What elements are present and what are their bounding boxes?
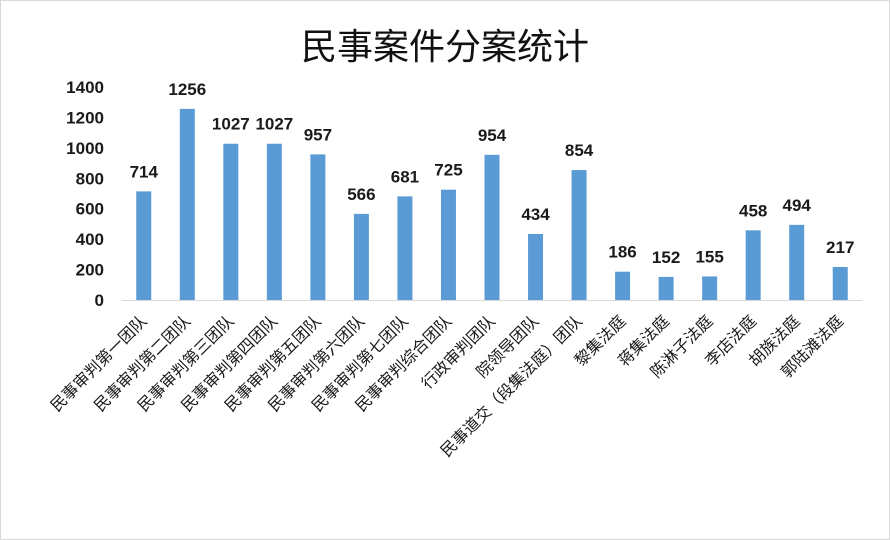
y-tick-label: 800 — [76, 169, 104, 188]
data-label: 1027 — [212, 115, 250, 134]
y-tick-label: 400 — [76, 230, 104, 249]
bar — [397, 196, 413, 300]
bar — [658, 276, 674, 300]
data-label: 155 — [695, 247, 723, 266]
data-label: 681 — [391, 167, 419, 186]
bar — [440, 189, 456, 300]
data-label: 1027 — [255, 115, 293, 134]
bar — [745, 230, 761, 300]
data-label: 152 — [652, 248, 680, 267]
data-label: 1256 — [168, 80, 206, 99]
bar — [484, 154, 500, 300]
data-label: 566 — [347, 185, 375, 204]
bar — [136, 191, 152, 300]
data-label: 186 — [608, 243, 636, 262]
y-tick-label: 200 — [76, 261, 104, 280]
data-label: 458 — [739, 201, 767, 220]
bar — [310, 154, 326, 300]
y-tick-label: 1200 — [66, 108, 104, 127]
bar — [179, 108, 195, 300]
data-label: 434 — [521, 205, 550, 224]
data-label: 714 — [130, 162, 159, 181]
bar — [353, 213, 369, 300]
bar — [266, 143, 282, 300]
chart-title: 民事案件分案统计 — [300, 27, 589, 68]
bar — [615, 271, 631, 300]
data-label: 957 — [304, 125, 332, 144]
bar — [702, 276, 718, 300]
y-tick-label: 600 — [76, 200, 104, 219]
bar — [832, 266, 848, 300]
bar — [528, 233, 544, 300]
bar — [223, 143, 239, 300]
bar — [789, 224, 805, 300]
y-tick-label: 1000 — [66, 139, 104, 158]
data-label: 725 — [434, 161, 462, 180]
data-label: 494 — [783, 196, 812, 215]
bar — [571, 170, 587, 300]
y-tick-label: 0 — [95, 291, 104, 310]
data-label: 954 — [478, 126, 507, 145]
y-tick-label: 1400 — [66, 78, 104, 97]
data-label: 217 — [826, 238, 854, 257]
data-label: 854 — [565, 141, 594, 160]
